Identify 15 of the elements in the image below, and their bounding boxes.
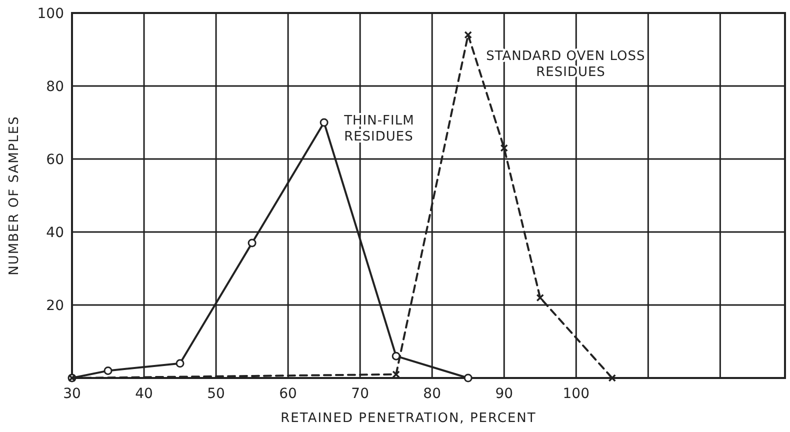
x-tick-label: 50 xyxy=(207,386,225,402)
x-tick-label: 60 xyxy=(279,386,297,402)
x-tick-label: 70 xyxy=(351,386,369,402)
x-tick-label: 30 xyxy=(63,386,81,402)
x-axis-title: RETAINED PENETRATION, PERCENT xyxy=(280,411,536,426)
x-tick-label: 40 xyxy=(135,386,153,402)
x-tick-label: 90 xyxy=(495,386,514,402)
y-tick-label: 60 xyxy=(46,152,64,168)
x-tick-label: 100 xyxy=(562,386,590,402)
x-tick-label: 80 xyxy=(423,386,442,402)
y-tick-label: 20 xyxy=(46,298,64,314)
y-tick-label: 40 xyxy=(46,225,64,241)
y-tick-label: 100 xyxy=(37,6,64,22)
y-axis-title: NUMBER OF SAMPLES xyxy=(7,116,22,276)
y-tick-label: 80 xyxy=(46,79,64,95)
